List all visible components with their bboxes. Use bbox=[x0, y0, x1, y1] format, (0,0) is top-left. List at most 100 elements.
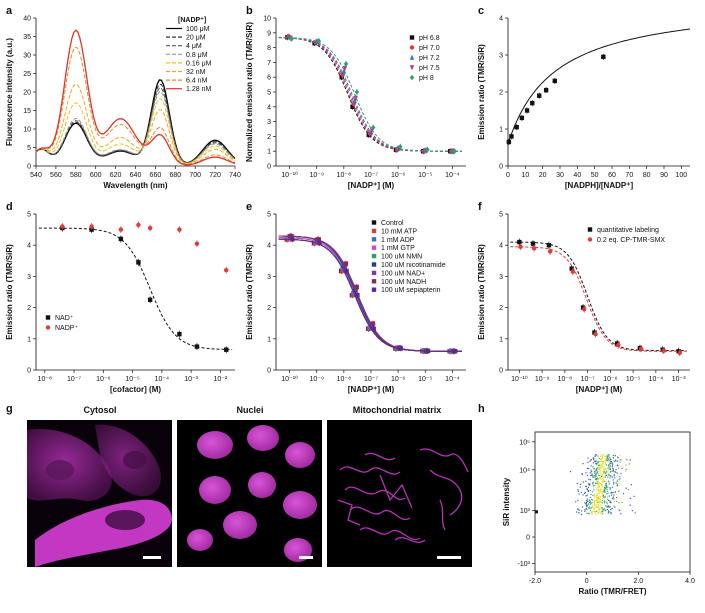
data-point-h bbox=[598, 485, 600, 487]
data-point-e bbox=[343, 261, 349, 266]
data-point-h bbox=[606, 459, 608, 461]
data-point-d bbox=[118, 236, 124, 242]
data-point-h bbox=[591, 513, 593, 515]
data-point-h bbox=[603, 491, 605, 493]
data-point-h bbox=[601, 460, 603, 462]
data-point-h bbox=[597, 464, 599, 466]
data-point-h bbox=[578, 493, 580, 495]
legend-label-a-3: 0.8 μM bbox=[186, 52, 208, 59]
data-point-h bbox=[605, 468, 607, 470]
data-point-h bbox=[614, 506, 616, 508]
y-tick-label-b: 6 bbox=[267, 75, 271, 82]
data-point-h bbox=[595, 499, 597, 501]
data-point-h bbox=[617, 485, 619, 487]
data-point-h bbox=[599, 463, 601, 465]
x-tick-label-c: 30 bbox=[556, 172, 564, 179]
data-point-h bbox=[601, 486, 603, 488]
data-point-h bbox=[586, 474, 589, 477]
legend-marker-d-1 bbox=[45, 325, 51, 330]
x-tick-label-f: 10⁻⁷ bbox=[581, 376, 595, 383]
data-point-e bbox=[317, 241, 322, 246]
data-point-h bbox=[620, 498, 622, 500]
data-point-h bbox=[601, 475, 603, 478]
legend-title-a: [NADP⁺] bbox=[178, 17, 206, 24]
data-point-h bbox=[591, 513, 593, 515]
data-point-h bbox=[594, 503, 596, 505]
plot-frame-h bbox=[534, 431, 691, 573]
data-point-h bbox=[603, 496, 605, 498]
x-tick-label-d: 10⁻⁴ bbox=[155, 376, 170, 383]
data-point-h bbox=[580, 513, 582, 516]
data-point-h bbox=[619, 482, 621, 484]
data-point-h bbox=[606, 496, 609, 498]
data-point-h bbox=[617, 460, 619, 462]
data-point-h bbox=[605, 459, 607, 461]
data-point-h bbox=[593, 476, 595, 478]
data-point-h bbox=[602, 513, 604, 515]
data-point-h bbox=[589, 460, 591, 462]
data-point-h bbox=[595, 460, 597, 462]
x-tick-label-e: 10⁻⁷ bbox=[364, 376, 378, 383]
data-point-h bbox=[577, 508, 579, 510]
data-point-h bbox=[598, 464, 600, 466]
data-point-h bbox=[596, 481, 599, 483]
data-point-h bbox=[604, 458, 606, 460]
data-point-h bbox=[582, 463, 584, 465]
data-point-h bbox=[569, 471, 572, 473]
data-point-h bbox=[578, 512, 580, 514]
data-point-h bbox=[628, 463, 630, 465]
fit-curve-e-2 bbox=[278, 237, 462, 352]
data-point-h bbox=[608, 483, 610, 485]
y-tick-label-h: 10³ bbox=[520, 508, 531, 515]
x-tick-label-c: 20 bbox=[539, 172, 547, 179]
y-tick-label-d: 5 bbox=[27, 212, 31, 219]
x-axis-title-b: [NADP⁺] (M) bbox=[348, 181, 395, 190]
data-point-c bbox=[537, 93, 542, 98]
data-point-h bbox=[604, 468, 606, 470]
y-tick-label-c: 2 bbox=[499, 90, 503, 97]
data-point-h bbox=[595, 483, 597, 485]
data-point-h bbox=[596, 488, 598, 490]
data-point-h bbox=[592, 476, 594, 478]
x-tick-label-c: 40 bbox=[573, 172, 581, 179]
x-tick-label-a: 600 bbox=[90, 172, 102, 179]
data-point-h bbox=[601, 473, 603, 475]
legend-marker-e-8 bbox=[371, 287, 377, 292]
data-point-f bbox=[661, 348, 667, 353]
data-point-h bbox=[618, 490, 620, 492]
data-point-d bbox=[177, 331, 182, 337]
data-point-h bbox=[597, 493, 599, 495]
data-point-h bbox=[610, 474, 612, 476]
data-point-h bbox=[592, 466, 594, 468]
data-point-h bbox=[634, 512, 636, 514]
data-point-h bbox=[603, 472, 605, 474]
y-tick-label-e: 1 bbox=[267, 336, 271, 343]
data-point-h bbox=[608, 464, 610, 466]
data-point-h bbox=[610, 475, 612, 477]
data-point-h bbox=[600, 490, 602, 492]
data-point-h bbox=[593, 489, 595, 491]
data-point-h bbox=[593, 496, 595, 498]
data-point-h bbox=[598, 487, 600, 489]
data-point-h bbox=[587, 490, 589, 492]
y-tick-label-d: 4 bbox=[27, 243, 31, 250]
data-point-h bbox=[597, 495, 599, 497]
x-tick-label-c: 70 bbox=[625, 172, 633, 179]
y-tick-label-b: 10 bbox=[263, 16, 271, 23]
data-point-h bbox=[610, 460, 612, 463]
data-point-h bbox=[606, 464, 608, 466]
x-tick-label-a: 620 bbox=[110, 172, 122, 179]
data-point-h bbox=[608, 506, 610, 508]
data-point-h bbox=[611, 465, 613, 467]
data-point-h bbox=[593, 458, 595, 460]
data-point-c bbox=[530, 100, 535, 106]
data-point-h bbox=[600, 467, 602, 469]
data-point-h bbox=[599, 461, 601, 463]
x-tick-label-h: 4.0 bbox=[685, 578, 695, 585]
data-point-h bbox=[605, 482, 607, 484]
data-point-h bbox=[631, 510, 634, 512]
data-point-h bbox=[616, 483, 618, 485]
y-tick-label-a: 10 bbox=[23, 127, 31, 134]
data-point-h bbox=[596, 497, 598, 499]
data-point-h bbox=[609, 463, 611, 465]
